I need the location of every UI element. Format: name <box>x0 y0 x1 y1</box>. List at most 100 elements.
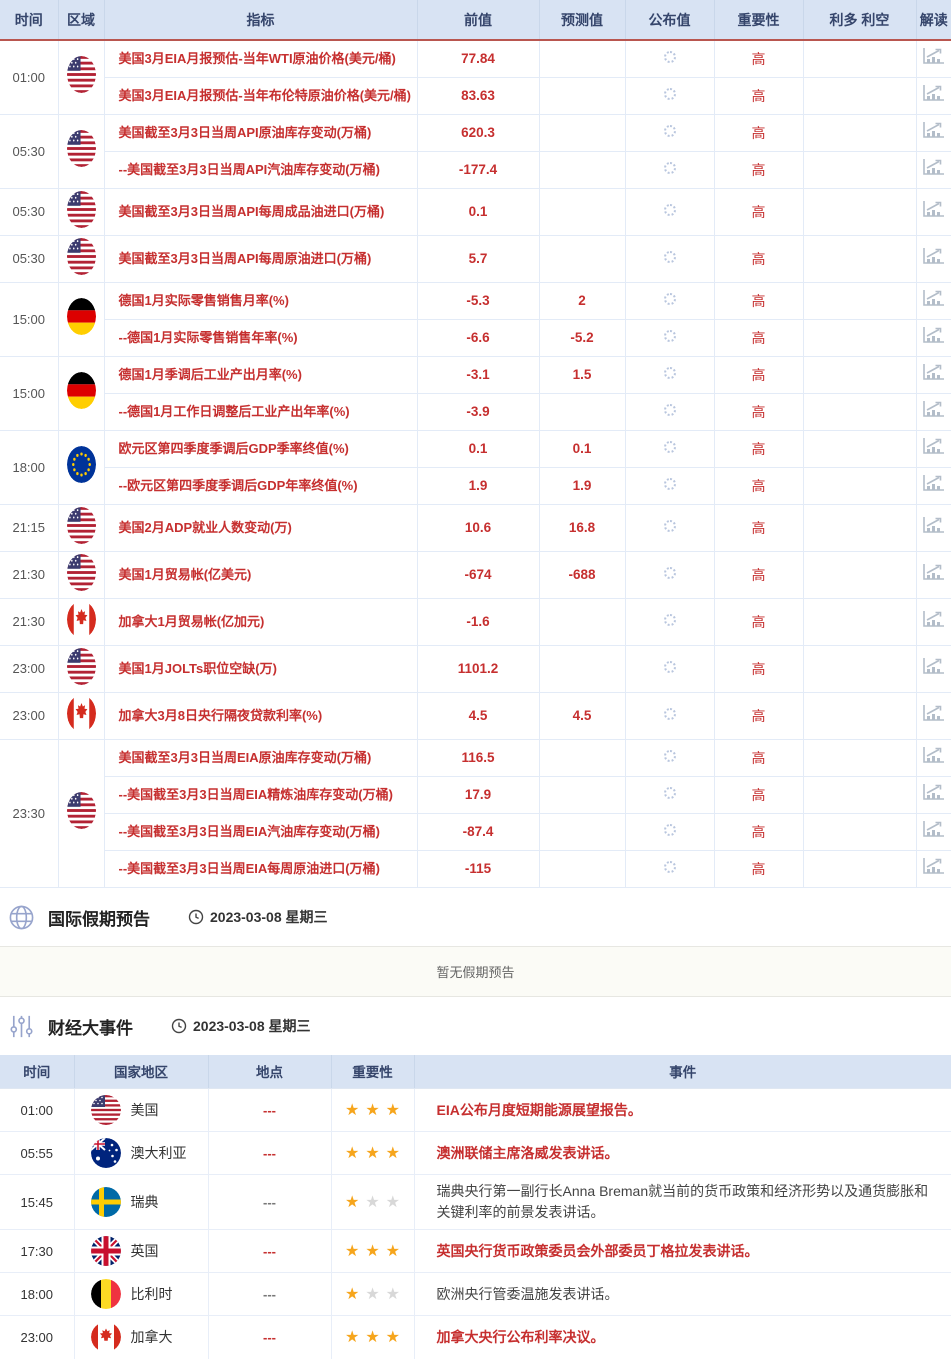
chart-icon[interactable] <box>922 746 945 764</box>
col-header-interpretation: 解读 <box>915 0 951 41</box>
interpretation-cell <box>915 113 951 151</box>
col-header-importance: 重要性 <box>713 0 803 41</box>
chart-icon[interactable] <box>922 289 945 307</box>
indicator-link[interactable]: 美国3月EIA月报预估-当年布伦特原油价格(美元/桶) <box>103 76 417 114</box>
holiday-section-date: 2023-03-08 星期三 <box>210 909 328 925</box>
chart-icon[interactable] <box>922 47 945 65</box>
gb-flag-icon <box>90 1236 121 1266</box>
chart-icon[interactable] <box>922 704 945 722</box>
bull-bear-cell <box>802 76 916 114</box>
be-flag-icon <box>90 1279 121 1309</box>
bull-bear-cell <box>802 234 916 282</box>
chart-icon[interactable] <box>922 84 945 102</box>
interpretation-cell <box>915 39 951 77</box>
econ-row: --美国截至3月3日当周EIA精炼油库存变动(万桶) 17.9 高 <box>0 775 951 813</box>
indicator-link[interactable]: 德国1月实际零售销售月率(%) <box>103 281 417 319</box>
indicator-link[interactable]: 加拿大1月贸易帐(亿加元) <box>103 597 417 645</box>
published-value-cell <box>624 644 714 692</box>
indicator-link[interactable]: --德国1月实际零售销售年率(%) <box>103 318 417 356</box>
forecast-value <box>538 234 625 282</box>
chart-icon[interactable] <box>922 437 945 455</box>
previous-value: 17.9 <box>416 775 539 813</box>
chart-icon[interactable] <box>922 200 945 218</box>
loading-spinner-icon <box>663 366 676 379</box>
econ-row: 23:30 美国截至3月3日当周EIA原油库存变动(万桶) 116.5 高 <box>0 738 951 887</box>
econ-row: --美国截至3月3日当周EIA汽油库存变动(万桶) -87.4 高 <box>0 812 951 850</box>
event-link[interactable]: 瑞典央行第一副行长Anna Breman就当前的货币政策和经济形势以及通货膨胀和… <box>413 1174 951 1230</box>
chart-icon[interactable] <box>922 326 945 344</box>
published-value-cell <box>624 187 714 235</box>
indicator-link[interactable]: --德国1月工作日调整后工业产出年率(%) <box>103 392 417 430</box>
importance-value: 高 <box>713 550 803 598</box>
previous-value: -177.4 <box>416 150 539 188</box>
chart-icon[interactable] <box>922 783 945 801</box>
star-icon: ★ <box>385 1194 401 1211</box>
star-icon: ★ <box>385 1243 401 1260</box>
indicator-link[interactable]: 美国截至3月3日当周API原油库存变动(万桶) <box>103 113 417 151</box>
chart-icon[interactable] <box>922 516 945 534</box>
previous-value: 10.6 <box>416 503 539 551</box>
importance-value: 高 <box>713 39 803 77</box>
time-cell: 18:00 <box>0 429 58 504</box>
indicator-link[interactable]: --美国截至3月3日当周EIA精炼油库存变动(万桶) <box>103 775 417 813</box>
chart-icon[interactable] <box>922 820 945 838</box>
event-link[interactable]: 欧洲央行管委温施发表讲话。 <box>413 1272 951 1316</box>
forecast-value: 2 <box>538 281 625 319</box>
econ-row: 01:00 美国3月EIA月报预估-当年WTI原油价格(美元/桶) 77.84 高 <box>0 39 951 114</box>
chart-icon[interactable] <box>922 563 945 581</box>
loading-spinner-icon <box>663 87 676 100</box>
loading-spinner-icon <box>663 519 676 532</box>
indicator-link[interactable]: 美国3月EIA月报预估-当年WTI原油价格(美元/桶) <box>103 39 417 77</box>
published-value-cell <box>624 392 714 430</box>
region-cell <box>57 738 104 887</box>
published-value-cell <box>624 597 714 645</box>
us-flag-icon <box>66 130 96 167</box>
chart-icon[interactable] <box>922 400 945 418</box>
econ-row: 05:30 美国截至3月3日当周API每周成品油进口(万桶) 0.1 高 <box>0 187 951 235</box>
de-flag-icon <box>66 298 96 335</box>
interpretation-cell <box>915 644 951 692</box>
time-cell: 18:00 <box>0 1272 74 1316</box>
chart-icon[interactable] <box>922 363 945 381</box>
indicator-link[interactable]: --欧元区第四季度季调后GDP年率终值(%) <box>103 466 417 504</box>
star-icon: ★ <box>344 1329 360 1347</box>
indicator-link[interactable]: 美国截至3月3日当周API每周成品油进口(万桶) <box>103 187 417 235</box>
previous-value: -3.1 <box>416 355 539 393</box>
indicator-link[interactable]: 加拿大3月8日央行隔夜贷款利率(%) <box>103 691 417 739</box>
bull-bear-cell <box>802 318 916 356</box>
star-icon: ★ <box>385 1102 401 1119</box>
econ-row: 23:00 加拿大3月8日央行隔夜贷款利率(%) 4.5 4.5 高 <box>0 691 951 739</box>
indicator-link[interactable]: --美国截至3月3日当周EIA每周原油进口(万桶) <box>103 849 417 887</box>
chart-icon[interactable] <box>922 474 945 492</box>
chart-icon[interactable] <box>922 158 945 176</box>
indicator-link[interactable]: 美国截至3月3日当周API每周原油进口(万桶) <box>103 234 417 282</box>
indicator-link[interactable]: --美国截至3月3日当周EIA汽油库存变动(万桶) <box>103 812 417 850</box>
indicator-link[interactable]: 美国2月ADP就业人数变动(万) <box>103 503 417 551</box>
indicator-link[interactable]: --美国截至3月3日当周API汽油库存变动(万桶) <box>103 150 417 188</box>
indicator-link[interactable]: 美国1月贸易帐(亿美元) <box>103 550 417 598</box>
country-cell: 瑞典 <box>73 1174 208 1230</box>
econ-row: --德国1月实际零售销售年率(%) -6.6 -5.2 高 <box>0 318 951 356</box>
forecast-value <box>538 76 625 114</box>
chart-icon[interactable] <box>922 657 945 675</box>
loading-spinner-icon <box>663 749 676 762</box>
chart-icon[interactable] <box>922 247 945 265</box>
event-link[interactable]: 英国央行货币政策委员会外部委员丁格拉发表讲话。 <box>413 1229 951 1273</box>
indicator-link[interactable]: 美国截至3月3日当周EIA原油库存变动(万桶) <box>103 738 417 776</box>
time-cell: 23:00 <box>0 644 58 692</box>
published-value-cell <box>624 812 714 850</box>
clock-icon <box>188 909 204 925</box>
published-value-cell <box>624 113 714 151</box>
chart-icon[interactable] <box>922 121 945 139</box>
indicator-link[interactable]: 德国1月季调后工业产出月率(%) <box>103 355 417 393</box>
event-link[interactable]: 澳洲联储主席洛威发表讲话。 <box>413 1131 951 1175</box>
event-link[interactable]: EIA公布月度短期能源展望报告。 <box>413 1088 951 1132</box>
bull-bear-cell <box>802 691 916 739</box>
chart-icon[interactable] <box>922 857 945 875</box>
importance-value: 高 <box>713 281 803 319</box>
forecast-value <box>538 150 625 188</box>
chart-icon[interactable] <box>922 610 945 628</box>
indicator-link[interactable]: 欧元区第四季度季调后GDP季率终值(%) <box>103 429 417 467</box>
indicator-link[interactable]: 美国1月JOLTs职位空缺(万) <box>103 644 417 692</box>
star-icon: ★ <box>365 1102 380 1119</box>
